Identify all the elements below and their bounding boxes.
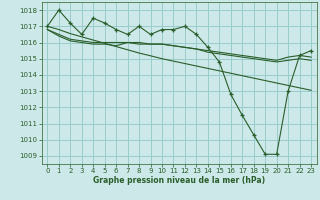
X-axis label: Graphe pression niveau de la mer (hPa): Graphe pression niveau de la mer (hPa) bbox=[93, 176, 265, 185]
